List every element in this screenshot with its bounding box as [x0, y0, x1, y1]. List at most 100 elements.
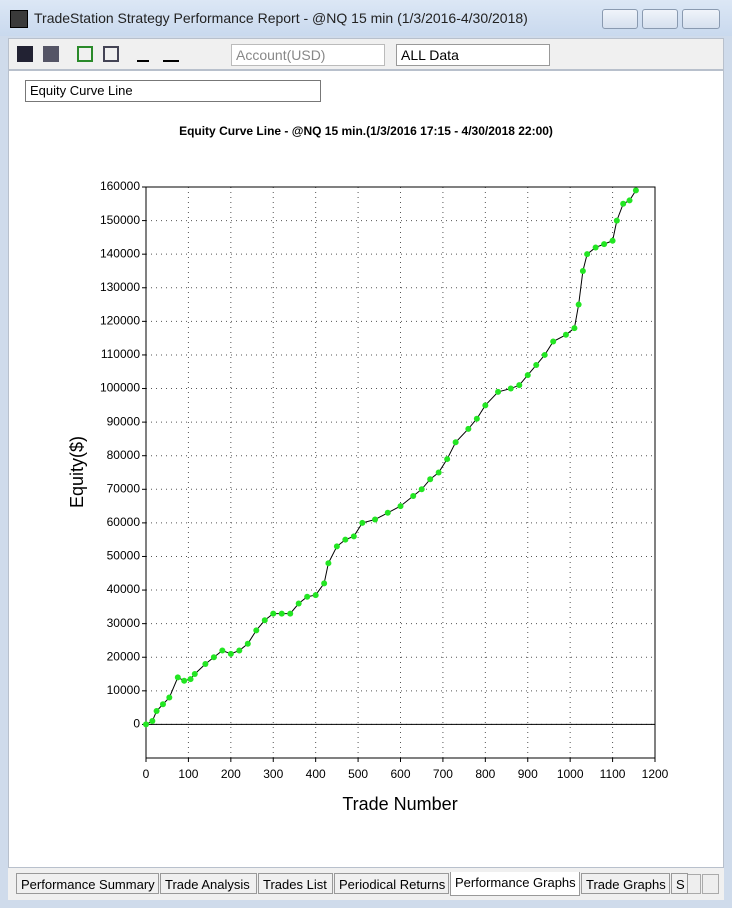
equity-point — [325, 560, 332, 567]
y-tick-label: 100000 — [100, 381, 140, 395]
equity-point — [143, 721, 149, 728]
settings-button[interactable] — [103, 46, 119, 62]
y-tick-label: 140000 — [100, 246, 140, 260]
equity-point — [287, 610, 294, 617]
save-button[interactable] — [17, 46, 33, 62]
y-tick-label: 50000 — [107, 549, 141, 563]
equity-point — [166, 694, 173, 701]
refresh-button[interactable] — [77, 46, 93, 62]
x-tick-label: 600 — [390, 767, 410, 781]
equity-point — [278, 610, 285, 617]
equity-point — [427, 476, 434, 483]
y-tick-label: 130000 — [100, 280, 140, 294]
x-tick-label: 1000 — [557, 767, 584, 781]
equity-point — [410, 493, 417, 500]
close-button[interactable] — [682, 9, 720, 29]
tab[interactable]: Performance Graphs — [450, 872, 580, 896]
x-tick-label: 800 — [475, 767, 495, 781]
equity-point — [592, 244, 599, 251]
equity-point — [562, 331, 569, 338]
equity-point — [295, 600, 302, 607]
y-tick-label: 20000 — [107, 649, 141, 663]
equity-point — [227, 650, 234, 657]
range-select[interactable]: ALL Data — [396, 44, 550, 66]
y-tick-label: 80000 — [107, 448, 141, 462]
equity-point — [541, 351, 548, 358]
x-axis-label: Trade Number — [342, 794, 457, 814]
account-select[interactable]: Account(USD) — [231, 44, 385, 66]
equity-point — [359, 519, 366, 526]
equity-point — [575, 301, 582, 308]
equity-point — [533, 362, 540, 369]
x-tick-label: 0 — [143, 767, 150, 781]
tab-scroll-right[interactable] — [702, 874, 719, 894]
equity-point — [571, 325, 578, 332]
equity-point — [516, 382, 523, 389]
equity-point — [210, 654, 217, 661]
equity-line — [145, 190, 637, 725]
equity-point — [495, 388, 502, 395]
chart-title: Equity Curve Line - @NQ 15 min.(1/3/2016… — [179, 124, 553, 138]
x-tick-label: 900 — [518, 767, 538, 781]
content-area: Equity Curve Line — [8, 70, 724, 868]
tab[interactable]: S — [671, 873, 688, 894]
equity-point — [236, 647, 243, 654]
equity-point — [524, 372, 531, 379]
tab[interactable]: Trade Analysis — [160, 873, 257, 894]
equity-point — [333, 543, 340, 550]
equity-point — [550, 338, 557, 345]
y-tick-label: 150000 — [100, 213, 140, 227]
tab[interactable]: Performance Summary — [16, 873, 159, 894]
equity-point — [372, 516, 379, 523]
equity-point — [270, 610, 277, 617]
tab[interactable]: Trade Graphs — [581, 873, 670, 894]
equity-point — [219, 647, 226, 654]
equity-point — [626, 197, 633, 204]
tab[interactable]: Trades List — [258, 873, 333, 894]
x-tick-label: 1100 — [600, 767, 626, 781]
y-tick-label: 160000 — [100, 179, 140, 193]
equity-point — [609, 237, 616, 244]
equity-point — [261, 617, 268, 624]
equity-point — [342, 536, 349, 543]
print-button[interactable] — [43, 46, 59, 62]
view-select[interactable]: Equity Curve Line — [25, 80, 321, 102]
tab[interactable]: Periodical Returns — [334, 873, 449, 894]
app-icon — [10, 10, 28, 28]
x-tick-label: 300 — [263, 767, 283, 781]
equity-point — [444, 456, 451, 463]
equity-point — [507, 385, 514, 392]
equity-point — [418, 486, 425, 493]
equity-point — [473, 415, 480, 422]
tab-bar: Performance Summary Trade Analysis Trades … — [8, 868, 724, 900]
y-tick-label: 10000 — [107, 683, 141, 697]
y-tick-label: 120000 — [100, 314, 140, 328]
x-tick-label: 200 — [221, 767, 241, 781]
equity-point — [632, 187, 639, 194]
equity-point — [384, 509, 391, 516]
equity-point — [397, 503, 404, 510]
y-tick-label: 90000 — [107, 414, 141, 428]
title-bar: TradeStation Strategy Performance Report… — [0, 0, 732, 36]
x-tick-label: 100 — [178, 767, 198, 781]
y-tick-label: 0 — [133, 717, 140, 731]
font-smaller-button[interactable] — [137, 48, 149, 62]
equity-point — [191, 671, 198, 678]
y-tick-label: 60000 — [107, 515, 141, 529]
equity-point — [465, 425, 472, 432]
plot-frame — [145, 186, 656, 759]
font-larger-button[interactable] — [163, 44, 179, 62]
y-tick-label: 70000 — [107, 481, 141, 495]
minimize-button[interactable] — [602, 9, 638, 29]
equity-point — [304, 593, 311, 600]
maximize-button[interactable] — [642, 9, 678, 29]
equity-point — [482, 402, 489, 409]
equity-point — [613, 217, 620, 224]
equity-point — [620, 200, 627, 207]
chart: Equity Curve Line - @NQ 15 min.(1/3/2016… — [67, 124, 669, 814]
equity-point — [149, 718, 156, 725]
equity-point — [321, 580, 328, 587]
toolbar: Account(USD) ALL Data — [8, 38, 724, 70]
equity-point — [159, 701, 166, 708]
